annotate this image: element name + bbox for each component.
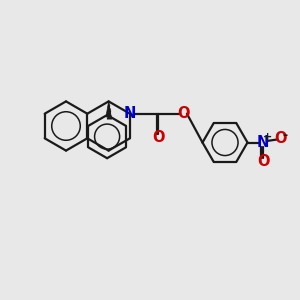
Text: O: O <box>152 130 165 145</box>
Text: O: O <box>177 106 189 121</box>
Text: N: N <box>124 106 136 121</box>
Text: -: - <box>282 129 287 142</box>
Text: O: O <box>274 131 287 146</box>
Text: +: + <box>262 132 272 142</box>
Polygon shape <box>106 101 111 117</box>
Text: N: N <box>257 135 269 150</box>
Text: O: O <box>257 154 269 169</box>
